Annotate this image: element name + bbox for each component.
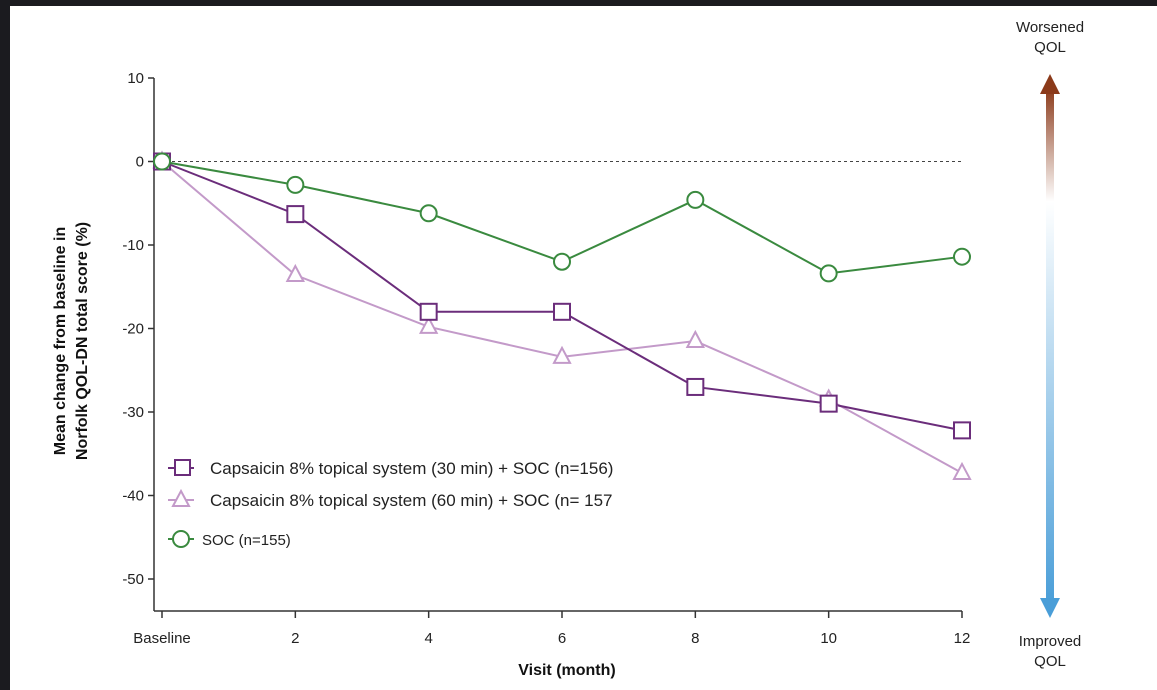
point-triangle: [685, 329, 705, 349]
qol-arrowhead-up: [1040, 74, 1060, 94]
point-circle: [286, 175, 305, 194]
legend-label-30min: Capsaicin 8% topical system (30 min) + S…: [210, 459, 613, 478]
legend-marker-square: [174, 459, 191, 476]
x-tick-label: 12: [954, 630, 971, 647]
point-square: [419, 302, 438, 321]
point-square: [286, 205, 305, 224]
x-ticks: Baseline 2 4 6 8 10 12: [133, 611, 970, 647]
x-tick-label: 2: [291, 630, 299, 647]
y-axis-title-line1: Mean change from baseline in: [52, 227, 69, 456]
y-tick-label: 10: [127, 70, 144, 87]
legend-marker-triangle: [171, 488, 191, 507]
x-tick-label: 10: [820, 630, 837, 647]
y-axis-title-line2: Norfolk QOL-DN total score (%): [74, 222, 91, 460]
series-line-square: [161, 160, 963, 432]
point-triangle: [285, 263, 306, 283]
improved-label: Improved: [1019, 633, 1082, 650]
point-circle: [553, 252, 571, 271]
point-circle: [953, 247, 971, 266]
worsened-label: Worsened: [1016, 19, 1084, 36]
y-tick-label: -40: [122, 488, 144, 505]
x-tick-label: Baseline: [133, 630, 191, 647]
improved-qol-label: QOL: [1034, 653, 1066, 670]
point-square: [953, 421, 971, 440]
point-triangle: [552, 345, 572, 364]
series-layer: [152, 150, 972, 480]
point-triangle: [952, 461, 972, 480]
worsened-qol-label: QOL: [1034, 39, 1066, 56]
point-square: [686, 377, 705, 396]
legend-label-soc: SOC (n=155): [202, 532, 291, 549]
line-chart: 10 0 -10 -20 -30 -40 -50 Baseline 2 4 6 8 10 12 Visi…: [52, 19, 1084, 679]
point-circle: [686, 190, 705, 209]
point-square: [819, 394, 838, 413]
point-square: [553, 302, 571, 321]
y-tick-label: 0: [136, 154, 144, 171]
y-tick-label: -30: [122, 404, 144, 421]
qol-direction-arrow: Worsened QOL Improved QOL: [1016, 19, 1084, 670]
legend-marker-circle: [172, 530, 190, 548]
x-tick-label: 6: [558, 630, 566, 647]
legend-label-60min: Capsaicin 8% topical system (60 min) + S…: [210, 491, 613, 510]
x-tick-label: 8: [691, 630, 699, 647]
qol-gradient-shaft: [1046, 88, 1054, 604]
x-tick-label: 4: [424, 630, 432, 647]
point-circle: [419, 204, 438, 223]
point-triangle: [418, 315, 439, 334]
point-circle: [153, 152, 171, 171]
y-tick-label: -50: [122, 571, 144, 588]
y-ticks: 10 0 -10 -20 -30 -40 -50: [122, 70, 154, 588]
chart-panel: 10 0 -10 -20 -30 -40 -50 Baseline 2 4 6 8 10 12 Visi…: [10, 6, 1157, 690]
point-circle: [819, 264, 838, 283]
y-tick-label: -10: [122, 237, 144, 254]
legend: Capsaicin 8% topical system (30 min) + S…: [168, 459, 613, 549]
y-tick-label: -20: [122, 321, 144, 338]
qol-arrowhead-down: [1040, 598, 1060, 618]
x-axis-title: Visit (month): [518, 662, 615, 679]
